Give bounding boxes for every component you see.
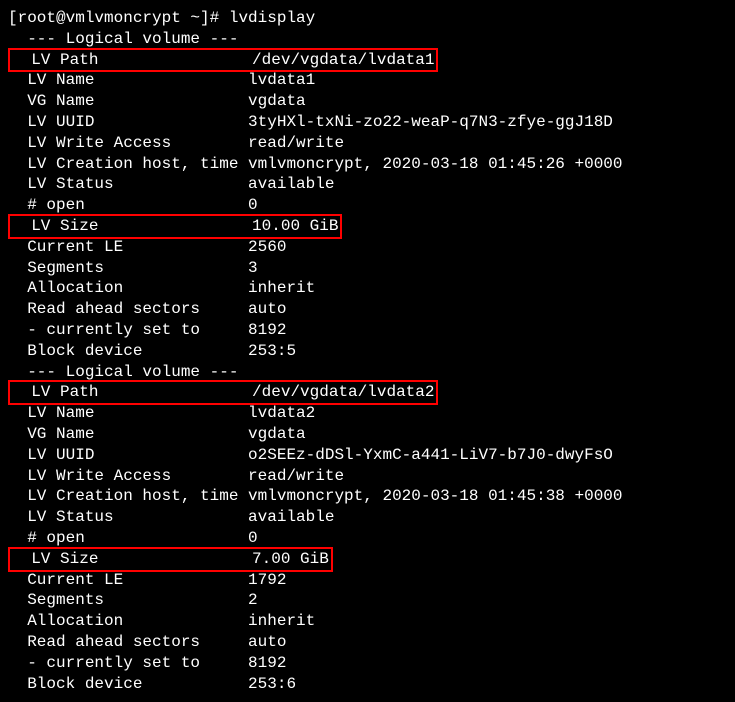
lv-uuid-2: LV UUID o2SEEz-dDSl-YxmC-a441-LiV7-b7J0-… [8,445,727,466]
lv-size-row-2: LV Size 7.00 GiB [8,549,727,570]
lv-size-highlight-2: LV Size 7.00 GiB [8,547,333,572]
prompt-line: [root@vmlvmoncrypt ~]# lvdisplay [8,8,727,29]
lv-size-row-1: LV Size 10.00 GiB [8,216,727,237]
currently-set-1: - currently set to 8192 [8,320,727,341]
lv-creation-2: LV Creation host, time vmlvmoncrypt, 202… [8,486,727,507]
segments-1: Segments 3 [8,258,727,279]
currently-set-2: - currently set to 8192 [8,653,727,674]
allocation-1: Allocation inherit [8,278,727,299]
lv-size-value: 7.00 GiB [242,550,328,568]
allocation-2: Allocation inherit [8,611,727,632]
prompt: [root@vmlvmoncrypt ~]# [8,9,229,27]
lv-write-access-1: LV Write Access read/write [8,133,727,154]
lv-path-value: /dev/vgdata/lvdata2 [242,383,434,401]
lv-uuid-1: LV UUID 3tyHXl-txNi-zo22-weaP-q7N3-zfye-… [8,112,727,133]
lv-path-row-2: LV Path /dev/vgdata/lvdata2 [8,382,727,403]
lv-path-label: LV Path [12,383,242,401]
lv-path-highlight-1: LV Path /dev/vgdata/lvdata1 [8,48,438,73]
lv-size-label: LV Size [12,550,242,568]
block-device-2: Block device 253:6 [8,674,727,695]
block-device-1: Block device 253:5 [8,341,727,362]
open-1: # open 0 [8,195,727,216]
lv-size-label: LV Size [12,217,242,235]
open-2: # open 0 [8,528,727,549]
vg-name-2: VG Name vgdata [8,424,727,445]
command: lvdisplay [229,9,315,27]
lv-status-1: LV Status available [8,174,727,195]
lv-path-value: /dev/vgdata/lvdata1 [242,51,434,69]
lv-size-value: 10.00 GiB [242,217,338,235]
lv-size-highlight-1: LV Size 10.00 GiB [8,214,342,239]
lv-path-label: LV Path [12,51,242,69]
section-header: --- Logical volume --- [8,29,727,50]
lv-name-2: LV Name lvdata2 [8,403,727,424]
lv-write-access-2: LV Write Access read/write [8,466,727,487]
lv-status-2: LV Status available [8,507,727,528]
lv-path-highlight-2: LV Path /dev/vgdata/lvdata2 [8,380,438,405]
read-ahead-1: Read ahead sectors auto [8,299,727,320]
section-header-2: --- Logical volume --- [8,362,727,383]
read-ahead-2: Read ahead sectors auto [8,632,727,653]
current-le-1: Current LE 2560 [8,237,727,258]
vg-name-1: VG Name vgdata [8,91,727,112]
lv-creation-1: LV Creation host, time vmlvmoncrypt, 202… [8,154,727,175]
current-le-2: Current LE 1792 [8,570,727,591]
lv-name-1: LV Name lvdata1 [8,70,727,91]
lv-path-row-1: LV Path /dev/vgdata/lvdata1 [8,50,727,71]
segments-2: Segments 2 [8,590,727,611]
